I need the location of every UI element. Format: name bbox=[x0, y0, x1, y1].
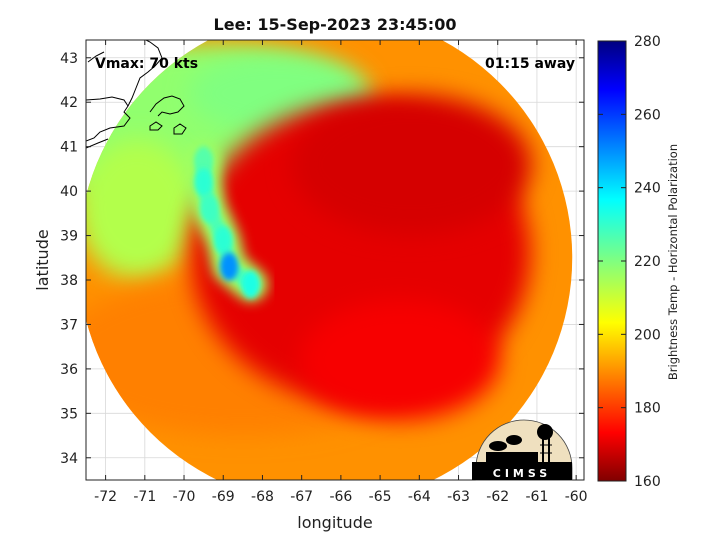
colorbar-tick-label: 280 bbox=[634, 34, 661, 50]
x-tick-label: -62 bbox=[486, 489, 509, 505]
rainband-point bbox=[200, 194, 219, 223]
y-tick-labels: 34 35 36 37 38 39 40 41 42 43 bbox=[60, 51, 78, 467]
colorbar-label: Brightness Temp - Horizontal Polarizatio… bbox=[666, 144, 680, 380]
y-tick-label: 42 bbox=[60, 95, 78, 111]
cimss-logo: CIMSS bbox=[472, 419, 573, 481]
y-tick-label: 43 bbox=[60, 51, 78, 67]
colorbar-tick-label: 160 bbox=[634, 474, 661, 490]
x-tick-label: -63 bbox=[447, 489, 470, 505]
colorbar-tick-label: 260 bbox=[634, 107, 661, 123]
rainband-point bbox=[194, 168, 213, 197]
rainband-point bbox=[220, 252, 239, 281]
y-tick-label: 39 bbox=[60, 229, 78, 245]
cold-region-south-east bbox=[299, 300, 500, 420]
x-tick-label: -61 bbox=[526, 489, 549, 505]
x-tick-label: -66 bbox=[329, 489, 352, 505]
x-axis-label: longitude bbox=[297, 513, 372, 532]
axis-ticks bbox=[86, 40, 584, 480]
x-tick-label: -64 bbox=[408, 489, 431, 505]
cold-region-north-east bbox=[291, 94, 532, 235]
time-offset-label: 01:15 away bbox=[485, 56, 575, 72]
y-axis-label: latitude bbox=[33, 229, 52, 290]
x-tick-label: -60 bbox=[565, 489, 588, 505]
x-tick-label: -67 bbox=[290, 489, 313, 505]
y-tick-label: 38 bbox=[60, 273, 78, 289]
logo-text: CIMSS bbox=[493, 467, 551, 480]
swath-field bbox=[86, 43, 532, 436]
x-tick-label: -69 bbox=[212, 489, 235, 505]
colorbar-tick-label: 200 bbox=[634, 327, 661, 343]
y-tick-label: 37 bbox=[60, 317, 78, 333]
y-tick-label: 41 bbox=[60, 140, 78, 156]
x-tick-label: -71 bbox=[133, 489, 156, 505]
vmax-label: Vmax: 70 kts bbox=[95, 56, 198, 72]
x-tick-label: -65 bbox=[369, 489, 392, 505]
colorbar-tick-label: 240 bbox=[634, 181, 661, 197]
y-tick-label: 40 bbox=[60, 184, 78, 200]
rainband-point bbox=[194, 146, 213, 174]
warm-region-west bbox=[86, 138, 197, 279]
colorbar-tick-label: 180 bbox=[634, 401, 661, 417]
y-tick-label: 35 bbox=[60, 406, 78, 422]
plot-frame bbox=[85, 39, 585, 481]
x-tick-label: -70 bbox=[173, 489, 196, 505]
rainband-point bbox=[241, 270, 260, 299]
x-tick-label: -68 bbox=[251, 489, 274, 505]
brightness-temp-swath bbox=[86, 40, 573, 480]
colorbar-tick-label: 220 bbox=[634, 254, 661, 270]
x-tick-labels: -72 -71 -70 -69 -68 -67 -66 -65 -64 -63 -62 -61 -60 bbox=[94, 489, 587, 505]
x-tick-label: -72 bbox=[94, 489, 117, 505]
rainband-point bbox=[214, 226, 233, 254]
coastline bbox=[86, 40, 187, 149]
y-tick-label: 34 bbox=[60, 451, 78, 467]
colorbar-ticks: 160 180 200 220 240 260 280 bbox=[598, 34, 661, 490]
chart-title: Lee: 15-Sep-2023 23:45:00 bbox=[214, 15, 457, 34]
y-tick-label: 36 bbox=[60, 362, 78, 378]
